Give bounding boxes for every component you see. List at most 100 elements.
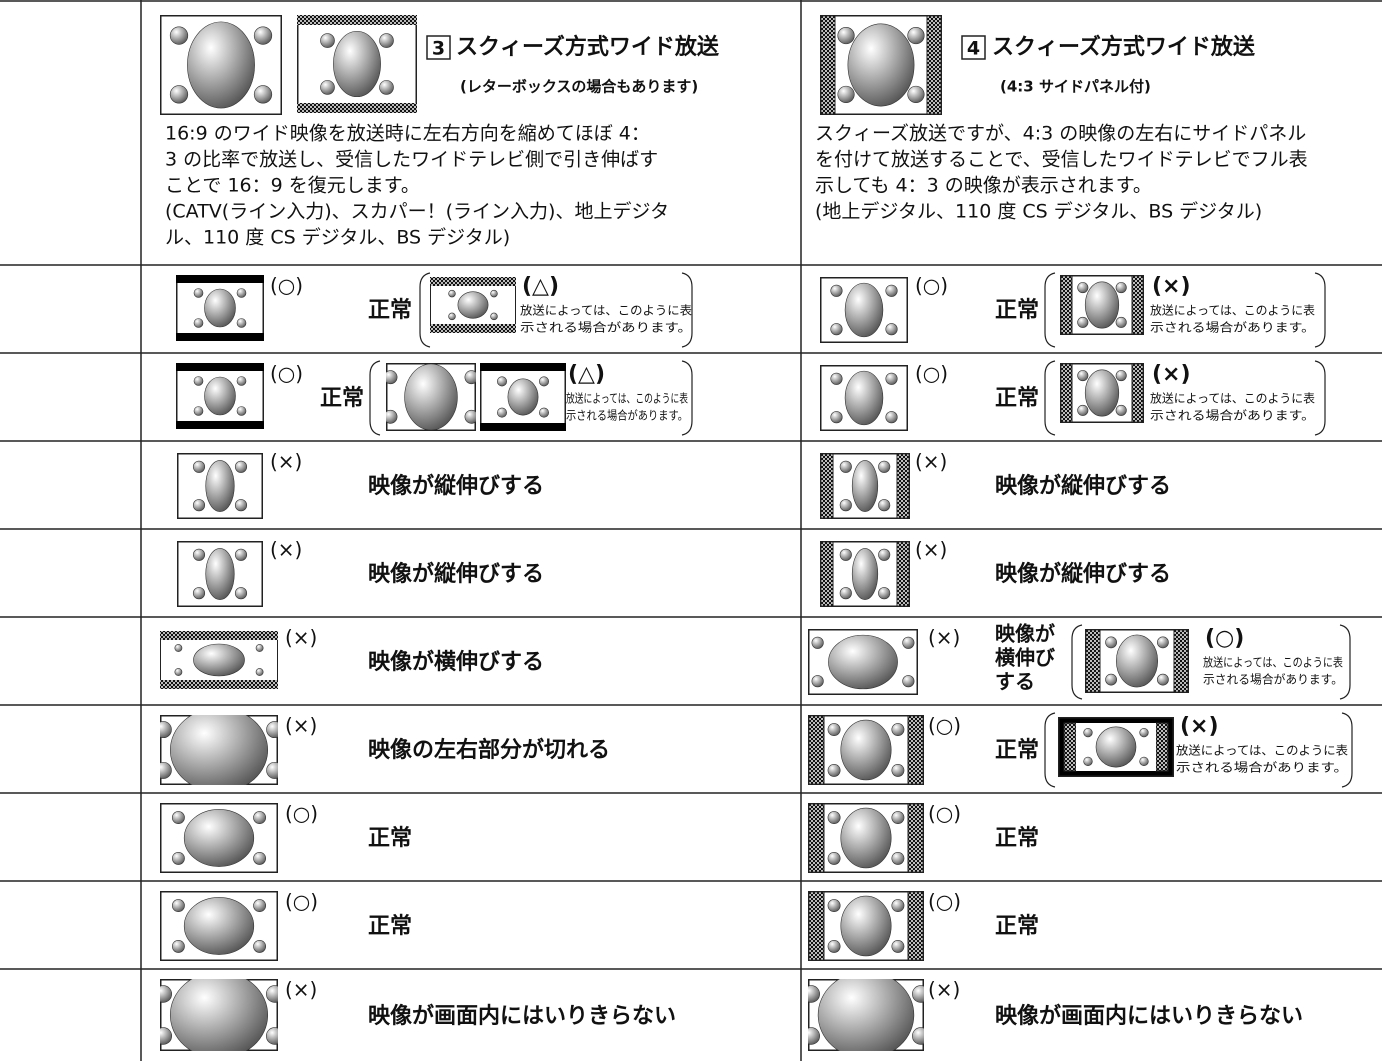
section-number: 3 [432,38,445,60]
picture-dot [265,985,278,1003]
picture-dot [255,644,264,652]
bracket [1044,360,1056,436]
picture-dot [811,675,824,688]
side-panel [808,803,825,873]
side-panel [1155,722,1169,772]
side-panel [896,541,910,607]
bar [176,421,264,429]
picture-dot [878,548,891,561]
picture-dot [830,411,843,424]
picture-dot [497,376,507,387]
status-text: 正常 [368,913,412,939]
picture-ball [828,634,898,690]
picture-dot [386,409,398,424]
section-subtitle: (レターボックスの場合もあります) [460,78,698,96]
picture-dot [320,80,335,95]
alt-note: 放送によっては、このように表 [520,303,692,318]
judgement-mark: (×) [928,626,960,650]
thumbnail [160,631,278,689]
picture-dot [1115,316,1127,328]
alt-note: 示される場合があります。 [1150,320,1315,335]
picture-dot [1105,673,1117,686]
alt-note: 示される場合があります。 [566,408,688,423]
side-panel [808,891,825,961]
thumbnail [160,891,278,961]
picture-dot [827,763,841,777]
judgement-mark: (○) [928,890,961,914]
picture-dot [839,587,852,600]
picture-dot [171,851,185,865]
bar [480,363,566,371]
picture-dot [830,323,843,336]
picture-dot [193,318,204,328]
picture-dot [1115,370,1127,382]
picture-dot [827,811,841,825]
picture-dot [236,288,247,298]
thumbnail [820,365,908,431]
judgement-mark: (×) [270,538,302,562]
picture-ball [1115,634,1159,688]
picture-dot [830,284,843,297]
alt-note: 示される場合があります。 [520,320,692,335]
status-text: 映像が縦伸びする [368,473,544,499]
status-text: 正常 [995,913,1039,939]
picture-dot [174,644,183,652]
picture-dot [192,548,206,561]
thumbnail [176,275,264,341]
status-text: 映像が横伸びする [368,649,544,675]
side-panel [1060,275,1073,335]
description-line: を付けて放送することで、受信したワイドテレビでフル表 [815,149,1308,171]
side-panel [1173,629,1189,693]
picture-ball [457,291,489,319]
picture-dot [1077,404,1089,416]
bracket [1044,712,1056,788]
picture-dot [885,411,898,424]
description-line: ことで 16：9 を復元します。 [165,175,420,197]
picture-dot [266,721,278,739]
description-line: ル、110 度 CS デジタル、BS デジタル) [165,227,510,249]
judgement-mark: (○) [270,274,303,298]
picture-ball [205,460,235,512]
status-text: 正常 [368,297,412,323]
status-text: 映像が縦伸びする [368,561,544,587]
picture-dot [1157,673,1169,686]
bracket [1314,360,1326,436]
side-panel [820,453,834,519]
alt-note: 放送によっては、このように表 [1150,391,1315,406]
picture-ball [204,288,236,328]
picture-dot [255,668,264,676]
picture-dot [907,85,925,103]
status-text: 映像が縦伸びする [995,561,1171,587]
picture-dot [837,85,855,103]
picture-dot [837,27,855,45]
picture-dot [891,763,905,777]
picture-ball [844,282,884,338]
alt-note: 示される場合があります。 [1150,408,1315,423]
picture-dot [253,85,273,104]
picture-ball [851,548,879,600]
picture-ball [183,809,255,867]
picture-dot [379,80,394,95]
bar [160,680,278,689]
bar [430,324,516,333]
picture-dot [830,372,843,385]
picture-dot [827,899,841,913]
picture-dot [839,460,852,473]
picture-ball [169,979,269,1051]
judgement-mark: (○) [285,890,318,914]
picture-dot [539,376,549,387]
thumbnail [1058,717,1174,777]
picture-dot [808,985,820,1003]
picture-dot [891,723,905,737]
side-panel [896,453,910,519]
picture-dot [490,312,498,321]
picture-dot [253,899,267,913]
alt-mark: (△) [522,274,559,299]
thumbnail [1060,363,1144,423]
bracket [1339,624,1351,700]
side-panel [907,891,924,961]
side-panel [820,15,836,115]
description-line: (地上デジタル、110 度 CS デジタル、BS デジタル) [815,201,1262,223]
picture-dot [266,761,278,779]
alt-note: 放送によっては、このように表 [1150,303,1315,318]
